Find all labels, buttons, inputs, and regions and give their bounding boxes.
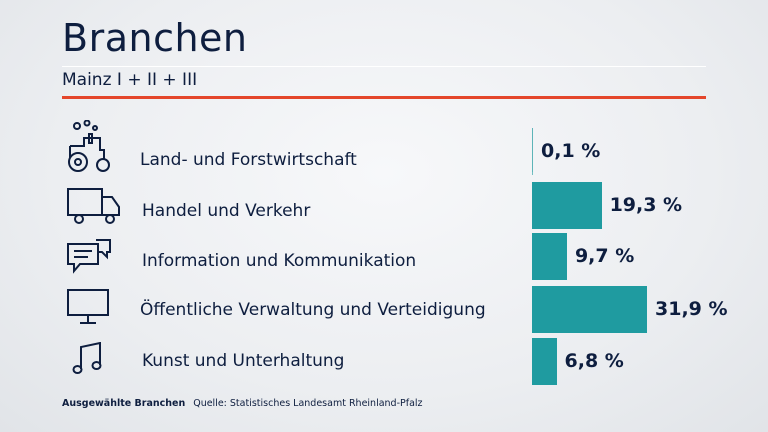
bar [532,338,557,385]
category-label: Kunst und Unterhaltung [142,351,345,371]
source-note: Quelle: Statistisches Landesamt Rheinlan… [193,398,423,409]
category-label: Information und Kommunikation [142,251,417,271]
footer: Ausgewählte Branchen Quelle: Statistische… [62,398,423,409]
truck-icon [66,186,122,226]
footer-label: Ausgewählte Branchen [62,398,186,409]
bar [532,128,533,175]
category-label: Handel und Verkehr [142,201,311,221]
value-label: 6,8 % [564,350,624,372]
bar [532,182,602,229]
bar [532,286,647,333]
value-label: 19,3 % [609,194,683,216]
monitor-icon [66,288,112,326]
music-note-icon [72,342,106,376]
value-label: 0,1 % [541,140,601,162]
title-divider [62,66,706,67]
page-title: Branchen [62,16,248,60]
accent-rule [62,96,706,99]
tractor-icon [64,120,114,176]
value-label: 9,7 % [574,245,635,267]
bar [532,233,567,280]
category-label: Land- und Forstwirtschaft [140,150,357,170]
chat-bubbles-icon [66,238,112,274]
page-subtitle: Mainz I + II + III [62,70,198,90]
category-label: Öffentliche Verwaltung und Verteidigung [140,300,486,320]
value-label: 31,9 % [655,298,728,320]
